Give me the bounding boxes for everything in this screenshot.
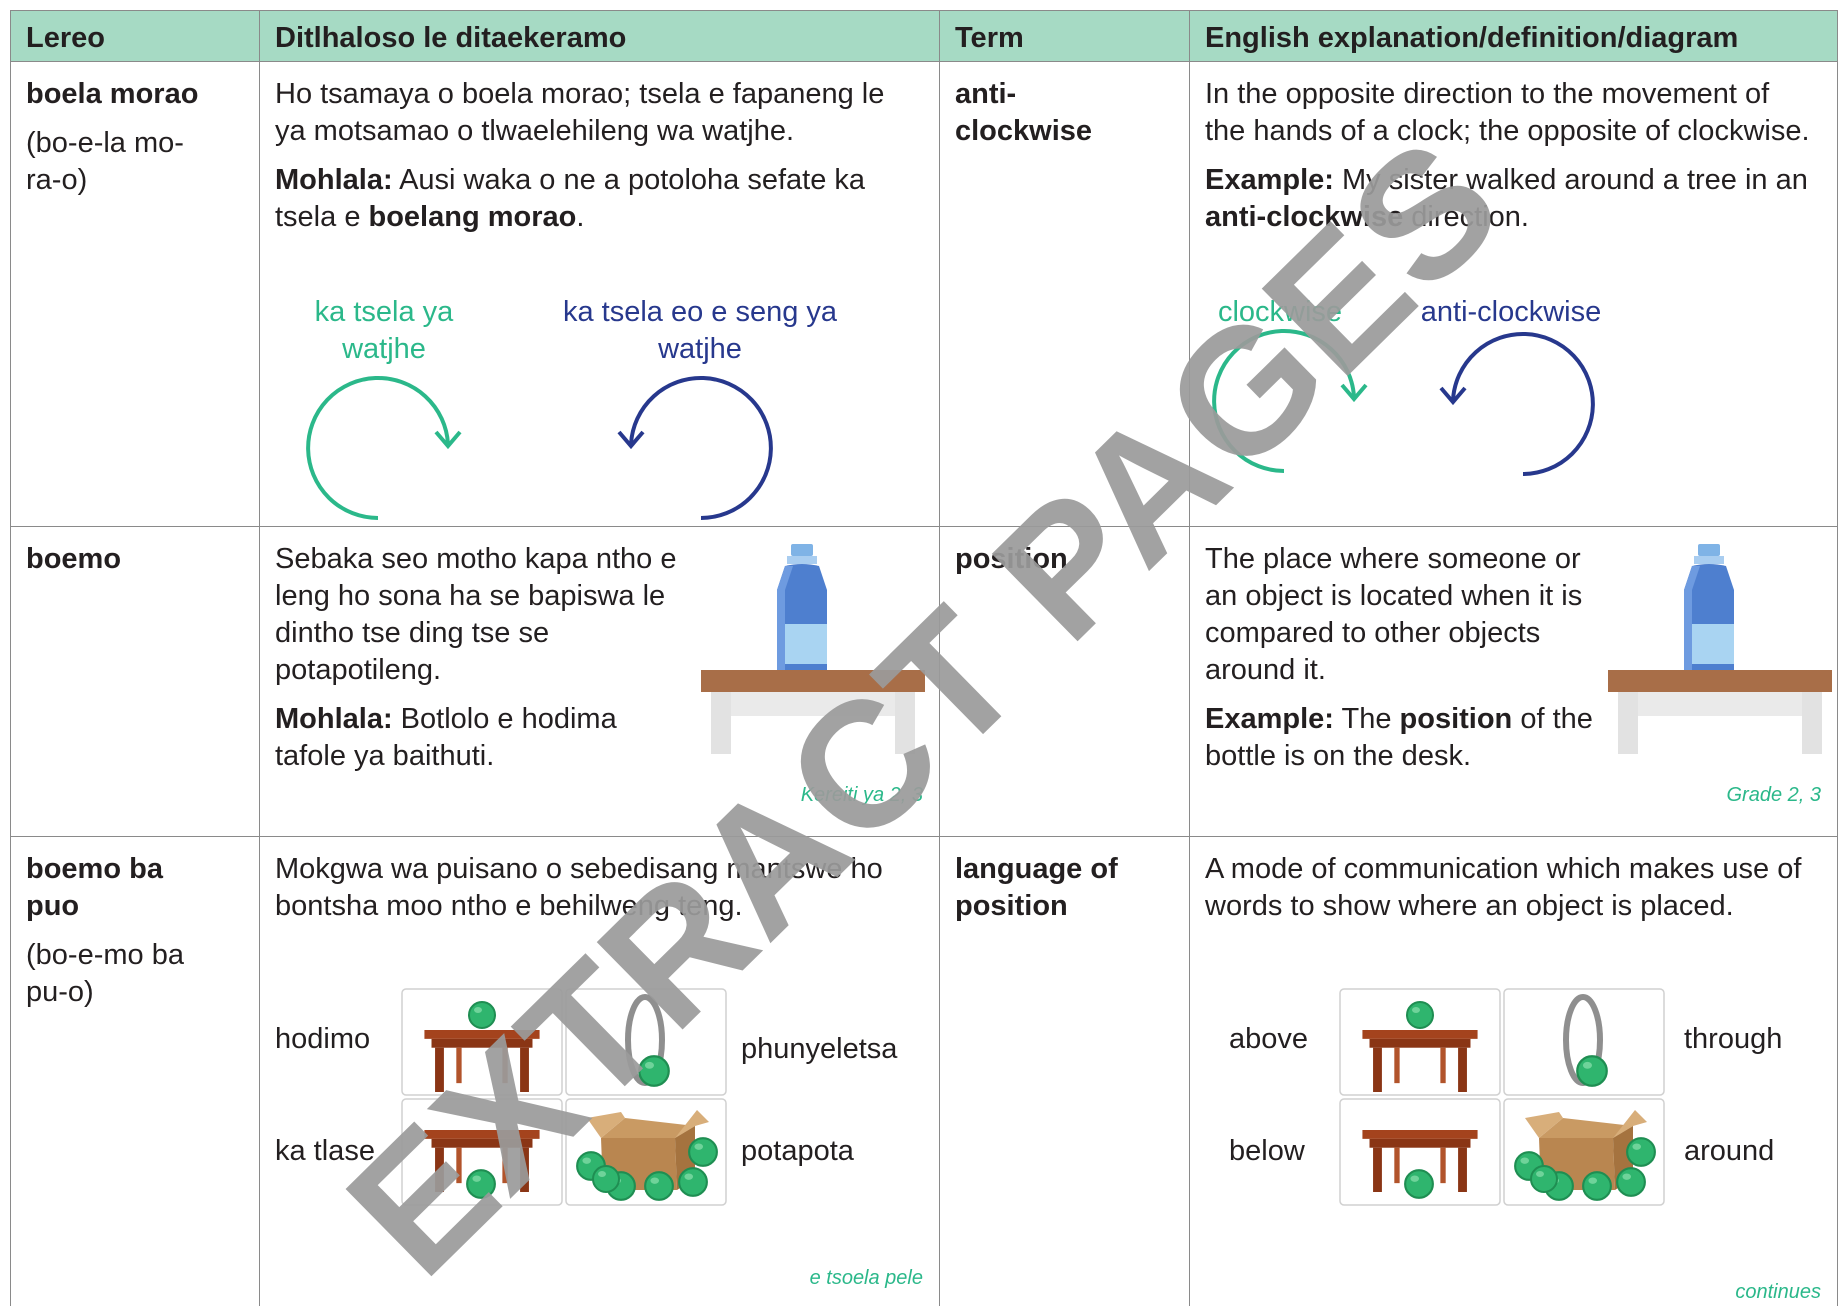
diagram-label: ka tsela eo e seng ya watjhe	[562, 296, 838, 365]
diagram-label: below	[1229, 1135, 1305, 1167]
term: language of position	[955, 853, 1118, 922]
mohlala: Mohlala: Ausi waka o ne a potoloha sefat…	[275, 162, 875, 236]
arrow-head	[1340, 383, 1368, 403]
term-cell: language of position	[939, 836, 1189, 1306]
term: anti-clockwise	[955, 78, 1093, 147]
tile-around	[1503, 1098, 1665, 1206]
lereo-cell: boemo	[10, 526, 259, 836]
text: direction.	[1403, 201, 1529, 233]
header-cell: English explanation/definition/diagram	[1189, 10, 1838, 61]
diagram-label: through	[1684, 1023, 1783, 1055]
english-cell: A mode of communication which makes use …	[1189, 836, 1838, 1306]
header-text: Lereo	[26, 22, 105, 54]
english-cell: The place where someone or an object is …	[1189, 526, 1838, 836]
bottle-on-desk	[701, 542, 925, 754]
example: Example: The position of the bottle is o…	[1205, 701, 1605, 775]
ditlhaloso-cell: Mokgwa wa puisano o sebedisang mantswe h…	[259, 836, 939, 1306]
tile-through	[1503, 988, 1665, 1096]
text: Ausi waka o ne a potoloha sefate ka tsel…	[275, 164, 866, 233]
diagram-label: potapota	[741, 1135, 854, 1167]
label: Example:	[1205, 703, 1334, 735]
ditlhaloso-cell: Sebaka seo motho kapa ntho e leng ho son…	[259, 526, 939, 836]
text: Botlolo e hodima tafole ya baithuti.	[275, 703, 617, 772]
lereo-cell: boemo ba puo (bo-e-mo ba pu-o)	[10, 836, 259, 1306]
label: Mohlala:	[275, 703, 393, 735]
rotation-arrows	[306, 376, 773, 520]
rotation-arrows	[1212, 329, 1595, 476]
anticlockwise-arc	[629, 376, 773, 520]
continues-note: continues	[1735, 1281, 1821, 1303]
header-text: Term	[955, 22, 1024, 54]
continues-note: e tsoela pele	[809, 1267, 923, 1289]
lereo: boela morao	[26, 78, 199, 110]
tile-below	[1339, 1098, 1501, 1206]
definition: A mode of communication which makes use …	[1205, 853, 1802, 922]
ditlhaloso: Ho tsamaya o boela morao; tsela e fapane…	[275, 78, 885, 147]
ditlhaloso: Sebaka seo motho kapa ntho e leng ho son…	[275, 543, 677, 686]
tile-around	[565, 1098, 727, 1206]
header-cell: Term	[939, 10, 1189, 61]
clockwise-arc	[306, 376, 450, 520]
example: Example: My sister walked around a tree …	[1205, 162, 1815, 236]
header-text: Ditlhaloso le ditaekeramo	[275, 22, 627, 54]
diagram-label: phunyeletsa	[741, 1033, 898, 1065]
tile-above	[1339, 988, 1501, 1096]
definition: In the opposite direction to the movemen…	[1205, 78, 1810, 147]
arrow-head	[617, 430, 645, 450]
ditlhaloso-cell: Ho tsamaya o boela morao; tsela e fapane…	[259, 61, 939, 526]
bottle-on-desk	[1608, 542, 1832, 754]
arrow-head	[434, 430, 462, 450]
definition: The place where someone or an object is …	[1205, 543, 1583, 686]
term-cell: position	[939, 526, 1189, 836]
header-text: English explanation/definition/diagram	[1205, 22, 1739, 54]
lereo: boemo ba puo	[26, 853, 163, 922]
diagram-label: ka tlase	[275, 1135, 375, 1167]
label: Example:	[1205, 164, 1334, 196]
tile-through	[565, 988, 727, 1096]
tile-above	[401, 988, 563, 1096]
lereo: boemo	[26, 543, 122, 575]
text: boelang morao	[368, 201, 577, 233]
pronunciation: (bo-e-la mo-ra-o)	[26, 127, 184, 196]
pronunciation: (bo-e-mo ba pu-o)	[26, 939, 184, 1008]
diagram-label: hodimo	[275, 1023, 371, 1055]
arrow-head	[1439, 386, 1467, 406]
grade-note: Grade 2, 3	[1726, 784, 1821, 806]
grade-note: Kereiti ya 2, 3	[800, 784, 923, 806]
english-cell: In the opposite direction to the movemen…	[1189, 61, 1838, 526]
text: of the bottle is on the desk.	[1205, 703, 1593, 772]
term-cell: anti-clockwise	[939, 61, 1189, 526]
diagram-label: around	[1684, 1135, 1775, 1167]
ditlhaloso: Mokgwa wa puisano o sebedisang mantswe h…	[275, 853, 883, 922]
anticlockwise-arc	[1451, 332, 1595, 476]
clockwise-arc	[1212, 329, 1356, 473]
term: position	[955, 543, 1068, 575]
text: position	[1399, 703, 1513, 735]
diagram-label: ka tsela ya watjhe	[314, 296, 454, 365]
text: The	[1333, 703, 1400, 735]
text: .	[576, 201, 585, 233]
text: My sister walked around a tree in an	[1333, 164, 1808, 196]
header-cell: Ditlhaloso le ditaekeramo	[259, 10, 939, 61]
diagram-label: above	[1229, 1023, 1309, 1055]
mohlala: Mohlala: Botlolo e hodima tafole ya bait…	[275, 701, 695, 775]
header-cell: Lereo	[10, 10, 259, 61]
lereo-cell: boela morao (bo-e-la mo-ra-o)	[10, 61, 259, 526]
diagram-label: clockwise	[1217, 296, 1343, 328]
label: Mohlala:	[275, 164, 393, 196]
tile-below	[401, 1098, 563, 1206]
diagram-label: anti-clockwise	[1420, 296, 1602, 328]
text: anti-clockwise	[1205, 201, 1404, 233]
